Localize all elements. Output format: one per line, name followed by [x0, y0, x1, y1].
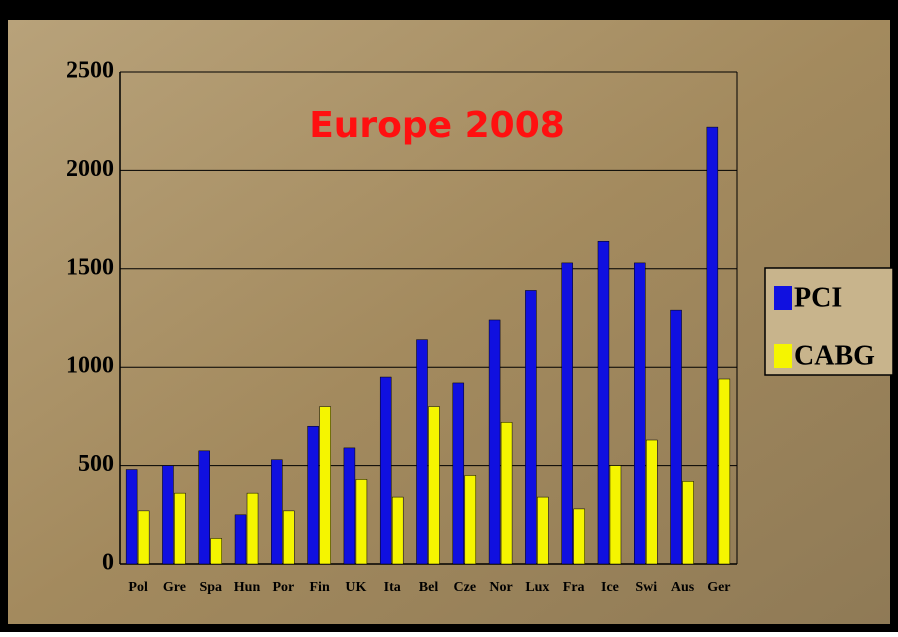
- x-tick-label: Fra: [563, 580, 585, 595]
- x-tick-label: Ita: [384, 580, 401, 595]
- y-tick-label: 1500: [66, 254, 114, 280]
- bar: [719, 379, 730, 564]
- legend-label: PCI: [794, 282, 842, 313]
- bar: [247, 493, 258, 564]
- bar: [392, 497, 403, 564]
- x-tick-label: Por: [272, 580, 294, 595]
- x-tick-label: Lux: [525, 580, 549, 595]
- bar: [610, 466, 621, 564]
- bar: [562, 263, 573, 564]
- bar: [683, 481, 694, 564]
- legend-swatch: [774, 286, 792, 310]
- x-tick-label: Hun: [234, 580, 261, 595]
- legend-label: CABG: [794, 340, 875, 371]
- y-tick-label: 2000: [66, 156, 114, 182]
- bar: [465, 475, 476, 564]
- bar: [646, 440, 657, 564]
- bar: [671, 310, 682, 564]
- x-tick-label: Aus: [671, 580, 695, 595]
- bar: [417, 340, 428, 564]
- bar: [271, 460, 282, 564]
- bar: [308, 426, 319, 564]
- bar: [162, 466, 173, 564]
- x-tick-label: Gre: [163, 580, 186, 595]
- x-tick-label: Pol: [128, 580, 148, 595]
- bar: [525, 290, 536, 564]
- y-tick-label: 1000: [66, 353, 114, 379]
- bar: [453, 383, 464, 564]
- x-tick-label: Bel: [419, 580, 439, 595]
- bar: [138, 511, 149, 564]
- bar: [574, 509, 585, 564]
- bar: [211, 538, 222, 564]
- x-tick-label: UK: [345, 580, 366, 595]
- chart: Europe 2008 0 500 1000 1500 2000 2500 Pol Gre Sp…: [0, 0, 898, 632]
- y-tick-label: 2500: [66, 58, 114, 84]
- x-tick-label: Ger: [707, 580, 730, 595]
- legend-swatch: [774, 344, 792, 368]
- x-tick-label: Spa: [199, 580, 222, 595]
- bar: [199, 451, 210, 564]
- bar: [320, 407, 331, 564]
- bar: [429, 407, 440, 564]
- bar: [344, 448, 355, 564]
- bar: [174, 493, 185, 564]
- y-tick-label: 0: [102, 550, 114, 576]
- bar: [707, 127, 718, 564]
- x-tick-label: Ice: [601, 580, 619, 595]
- x-tick-label: Swi: [635, 580, 657, 595]
- bar: [489, 320, 500, 564]
- bar: [537, 497, 548, 564]
- bar: [501, 422, 512, 564]
- bar: [598, 241, 609, 564]
- bar: [380, 377, 391, 564]
- bar: [126, 470, 137, 564]
- bar: [235, 515, 246, 564]
- bar: [283, 511, 294, 564]
- x-tick-label: Nor: [489, 580, 512, 595]
- bar: [634, 263, 645, 564]
- chart-title: Europe 2008: [309, 105, 565, 146]
- x-tick-label: Cze: [454, 580, 477, 595]
- y-tick-label: 500: [78, 451, 114, 477]
- bar: [356, 479, 367, 564]
- x-tick-label: Fin: [310, 580, 330, 595]
